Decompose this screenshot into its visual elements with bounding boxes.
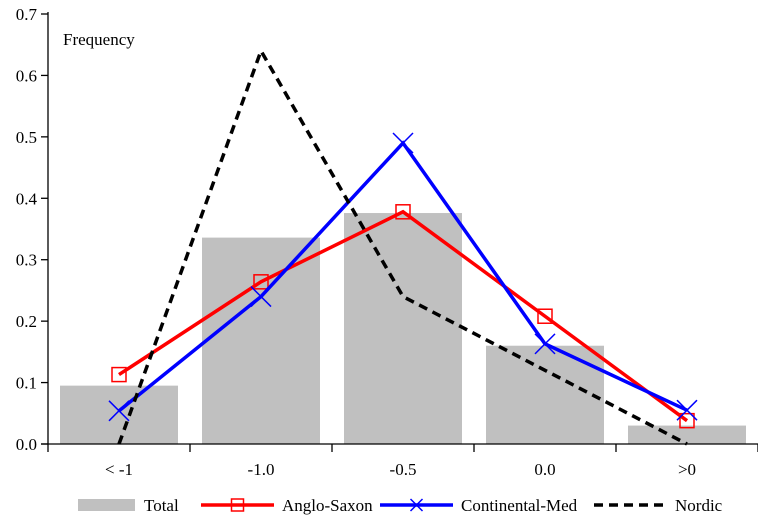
line-anglo-saxon <box>118 209 689 423</box>
legend-item-continental-med: Continental-Med <box>380 496 578 515</box>
x-tick-label-0: < -1 <box>105 460 133 479</box>
bar-total-2 <box>344 213 462 444</box>
bar-total-0 <box>60 385 178 444</box>
axes: 0.0 0.1 0.2 0.3 0.4 0.5 0.6 0.7 < -1 -1.0 -0.5 0.0 >… <box>16 5 758 479</box>
x-tick-label-4: >0 <box>678 460 696 479</box>
legend: Total Anglo-Saxon Continental-Med Nordic <box>78 496 723 515</box>
x-tick-label-3: 0.0 <box>534 460 555 479</box>
bar-total-4 <box>628 425 746 444</box>
marker-continental-med-3 <box>534 333 556 355</box>
x-tick-label-2: -0.5 <box>390 460 417 479</box>
legend-marker-anglo-saxon <box>230 498 245 512</box>
x-tick-label-1: -1.0 <box>248 460 275 479</box>
legend-swatch-total <box>78 499 135 511</box>
y-tick-label-0: 0.0 <box>16 435 37 454</box>
bar-total-1 <box>202 237 320 444</box>
y-tick-label-7: 0.7 <box>16 5 38 24</box>
legend-item-nordic: Nordic <box>594 496 723 515</box>
marker-continental-med-1 <box>250 286 272 308</box>
legend-marker-continental-med <box>409 498 424 512</box>
series-lines <box>108 46 698 446</box>
y-tick-label-2: 0.2 <box>16 312 37 331</box>
legend-label-continental-med: Continental-Med <box>461 496 578 515</box>
marker-anglo-saxon-3 <box>537 308 553 324</box>
marker-anglo-saxon-0 <box>111 366 127 383</box>
legend-item-total: Total <box>78 496 179 515</box>
marker-anglo-saxon-1 <box>253 274 269 290</box>
marker-continental-med-4 <box>676 399 698 421</box>
legend-label-nordic: Nordic <box>675 496 723 515</box>
marker-continental-med-2 <box>392 132 414 154</box>
y-tick-label-4: 0.4 <box>16 189 38 208</box>
marker-anglo-saxon-2 <box>395 204 411 220</box>
marker-continental-med-0 <box>108 400 130 422</box>
legend-label-total: Total <box>144 496 179 515</box>
legend-item-anglo-saxon: Anglo-Saxon <box>201 496 373 515</box>
marker-anglo-saxon-4 <box>679 412 695 429</box>
legend-label-anglo-saxon: Anglo-Saxon <box>282 496 373 515</box>
y-tick-label-3: 0.3 <box>16 251 37 270</box>
bar-total-3 <box>486 345 604 444</box>
y-tick-label-1: 0.1 <box>16 374 37 393</box>
y-tick-label-5: 0.5 <box>16 128 37 147</box>
y-axis-label: Frequency <box>63 30 135 49</box>
bars-total <box>60 213 746 444</box>
line-nordic <box>117 46 688 446</box>
y-tick-label-6: 0.6 <box>16 66 37 85</box>
